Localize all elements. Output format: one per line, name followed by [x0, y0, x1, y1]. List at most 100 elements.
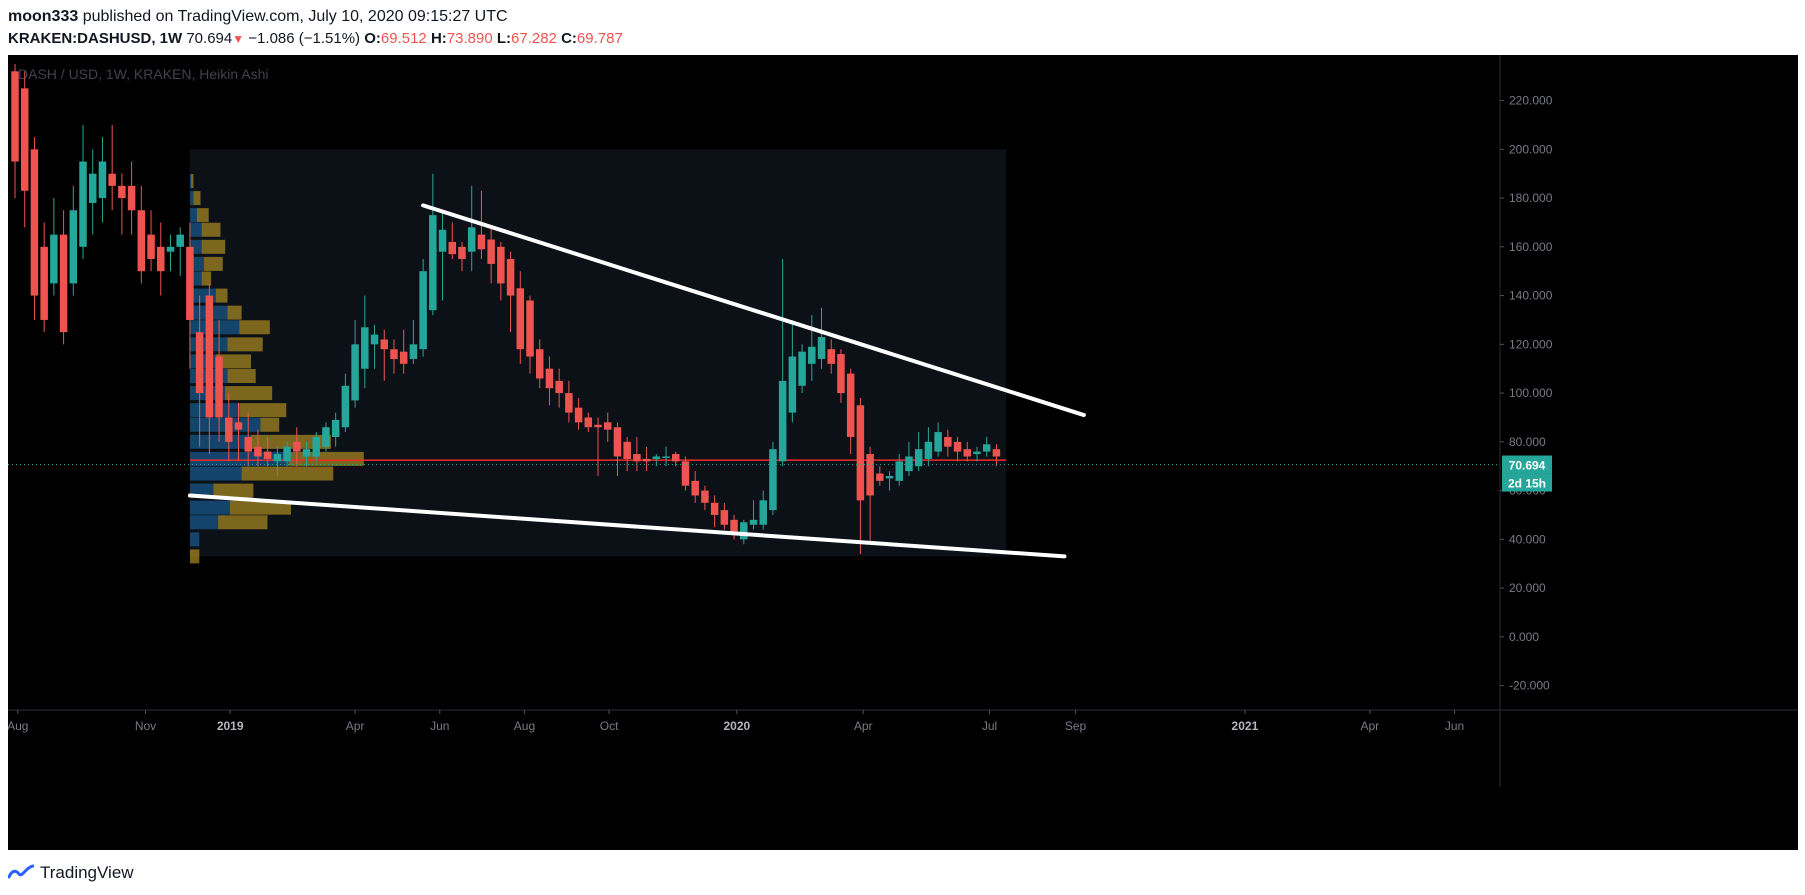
candle-body — [982, 444, 991, 452]
candle-body — [565, 393, 573, 413]
symbol-name[interactable]: KRAKEN:DASHUSD, 1W — [8, 30, 183, 47]
low-value: 67.282 — [511, 30, 557, 47]
price-tick-label: 200.000 — [1509, 142, 1553, 156]
time-tick-label: Jun — [1445, 719, 1464, 733]
volume-profile-up-bar — [189, 239, 202, 254]
volume-profile-down-bar — [227, 369, 256, 384]
high-value: 73.890 — [446, 30, 493, 47]
candle-body — [944, 436, 952, 447]
candle-body — [642, 458, 651, 462]
candle-body — [147, 234, 155, 260]
candle-body — [40, 246, 48, 320]
candle-body — [69, 210, 78, 284]
volume-profile-down-bar — [239, 403, 287, 418]
price-tick-label: 120.000 — [1509, 337, 1553, 351]
close-value: 69.787 — [576, 30, 623, 47]
time-tick-label: Sep — [1065, 719, 1087, 733]
candle-body — [361, 327, 369, 369]
candle-body — [380, 339, 388, 350]
footer: TradingView — [8, 858, 134, 888]
volume-profile-up-bar — [189, 532, 200, 547]
volume-profile-up-bar — [189, 466, 242, 481]
trendline — [187, 493, 1067, 559]
volume-profile-down-bar — [201, 222, 221, 237]
candle-body — [788, 356, 797, 413]
author-name[interactable]: moon333 — [8, 8, 79, 25]
countdown-label: 2d 15h — [1508, 477, 1546, 491]
candle-body — [127, 185, 136, 211]
candle-body — [234, 422, 243, 430]
candle-body — [477, 234, 486, 250]
candle-body — [837, 354, 845, 394]
candle-body — [302, 449, 311, 457]
chart-canvas[interactable]: DASH / USD, 1W, KRAKEN, Heikin Ashi 220.0… — [8, 55, 1798, 850]
volume-profile-down-bar — [204, 256, 223, 271]
time-tick-label: Oct — [600, 719, 619, 733]
candle-body — [88, 173, 97, 203]
time-tick-label: Apr — [346, 719, 365, 733]
candle-body — [992, 449, 1001, 457]
time-tick-label: Jun — [430, 719, 449, 733]
volume-profile-up-bar — [189, 320, 240, 335]
candle-body — [720, 510, 729, 525]
candle-body — [973, 451, 981, 455]
candle-body — [846, 373, 855, 437]
candle-body — [370, 334, 379, 345]
candle-body — [934, 432, 942, 452]
volume-profile-down-bar — [260, 417, 280, 432]
candle-body — [545, 368, 554, 389]
chart-frame[interactable]: DASH / USD, 1W, KRAKEN, Heikin Ashi 220.0… — [8, 55, 1798, 850]
candle-body — [409, 344, 418, 359]
candle-body — [273, 454, 282, 462]
volume-profile-down-bar — [229, 500, 291, 515]
candle-body — [419, 271, 427, 350]
candle-body — [963, 449, 972, 457]
candle-body — [341, 385, 350, 428]
candle-body — [467, 227, 476, 252]
time-tick-label: Nov — [135, 719, 156, 733]
candle-body — [98, 161, 107, 199]
candle-body — [924, 441, 933, 459]
candle-body — [866, 454, 874, 496]
candle-body — [574, 407, 583, 423]
volume-profile-down-bar — [189, 549, 200, 564]
candle-body — [895, 461, 904, 481]
candle-body — [827, 349, 835, 364]
candle-body — [662, 456, 670, 458]
volume-profile-up-bar — [189, 191, 194, 206]
candle-body — [516, 288, 525, 350]
volume-profile-down-bar — [241, 466, 334, 481]
publish-info: moon333 published on TradingView.com, Ju… — [8, 6, 1798, 28]
last-price: 70.694 — [186, 30, 233, 47]
volume-profile-down-bar — [227, 305, 242, 320]
volume-profile-up-bar — [189, 515, 219, 530]
candle-body — [59, 234, 68, 333]
candle-body — [186, 246, 194, 320]
low-label: L: — [496, 30, 512, 47]
candle-body — [322, 427, 330, 447]
candle-body — [157, 246, 165, 272]
volume-profile-up-bar — [189, 434, 252, 449]
price-tick-label: 160.000 — [1509, 240, 1553, 254]
price-tick-label: 0.000 — [1509, 630, 1539, 644]
volume-profile-down-bar — [201, 271, 212, 286]
volume-profile-up-bar — [189, 500, 230, 515]
candle-body — [817, 337, 826, 359]
candle-body — [254, 446, 262, 457]
tradingview-logo-icon[interactable] — [8, 864, 34, 882]
candle-body — [798, 351, 806, 386]
candle-body — [118, 185, 126, 199]
price-tick-label: 180.000 — [1509, 191, 1553, 205]
candle-body — [390, 349, 398, 359]
time-tick-label: 2020 — [723, 719, 750, 733]
candle-body — [769, 449, 777, 511]
tradingview-brand[interactable]: TradingView — [40, 863, 134, 882]
open-value: 69.512 — [380, 30, 427, 47]
candle-body — [905, 456, 913, 472]
current-price-label: 70.694 — [1509, 459, 1546, 473]
volume-profile-up-bar — [189, 208, 197, 223]
open-label: O: — [364, 30, 381, 47]
time-tick-label: Aug — [8, 719, 28, 733]
candle-body — [613, 427, 622, 457]
volume-profile-down-bar — [191, 174, 194, 189]
